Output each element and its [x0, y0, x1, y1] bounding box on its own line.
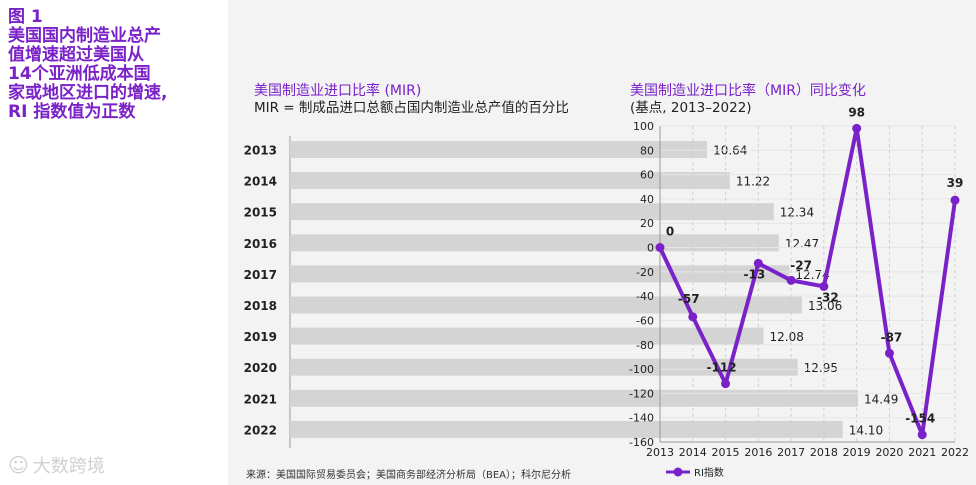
- line-y-tick-label: -80: [636, 339, 654, 352]
- line-x-tick-label: 2014: [679, 446, 707, 459]
- bar: [290, 141, 708, 158]
- line-series: [658, 126, 957, 437]
- bar-category-label: 2022: [244, 423, 277, 437]
- line-point: [917, 430, 927, 440]
- bar-category-label: 2014: [244, 175, 277, 189]
- figure-title-line-5: RI 指数值为正数: [8, 102, 136, 122]
- left-panel: [0, 0, 228, 485]
- bar-category-label: 2017: [244, 268, 277, 282]
- bar-value-label: 12.08: [770, 330, 804, 344]
- line-x-tick-label: 2020: [875, 446, 903, 459]
- source-note: 来源：美国国际贸易委员会；美国商务部经济分析局（BEA）；科尔尼分析: [246, 470, 572, 481]
- bar-chart-title: 美国制造业进口比率 (MIR): [254, 83, 422, 99]
- bar-value-label: 13.06: [808, 299, 842, 313]
- figure-title: 图 1 美国国内制造业总产 值增速超过美国从 14个亚洲低成本国 家或地区进口的…: [8, 8, 223, 122]
- line-data-label: -32: [817, 290, 839, 304]
- bar: [290, 420, 843, 438]
- line-y-tick-label: -40: [636, 290, 654, 303]
- figure-title-line-4: 家或地区进口的增速,: [8, 83, 168, 103]
- bar-category-label: 2018: [244, 299, 277, 313]
- bar-value-label: 12.34: [780, 206, 814, 220]
- line-point: [950, 195, 960, 205]
- line-y-tick-label: 40: [640, 193, 654, 206]
- line-y-tick-label: 100: [633, 120, 654, 133]
- bar: [290, 265, 790, 283]
- line-data-label: -27: [790, 258, 812, 272]
- line-data-label: -154: [905, 412, 935, 426]
- line-data-label: 98: [848, 105, 865, 119]
- line-point: [884, 348, 894, 358]
- bar-value-label: 14.10: [849, 423, 883, 437]
- line-x-tick-label: 2019: [843, 446, 871, 459]
- logo-text: 大数跨境: [32, 456, 105, 477]
- bar-category-label: 2016: [244, 237, 277, 251]
- line-x-tick-label: 2021: [908, 446, 936, 459]
- bar: [290, 172, 730, 190]
- bar-category-label: 2021: [244, 392, 277, 406]
- line-y-tick-label: -160: [629, 436, 654, 449]
- bar-category-label: 2019: [244, 330, 277, 344]
- line-point: [852, 123, 862, 133]
- line-data-label: 39: [947, 176, 964, 190]
- line-x-tick-label: 2018: [810, 446, 838, 459]
- line-data-label: -57: [678, 292, 700, 306]
- line-point: [819, 281, 829, 291]
- line-y-tick-label: -60: [636, 314, 654, 327]
- legend-marker: [673, 467, 683, 477]
- line-y-tick-label: -100: [629, 363, 654, 376]
- bar: [290, 327, 764, 345]
- line-x-tick-label: 2013: [646, 446, 674, 459]
- line-chart-title: 美国制造业进口比率（MIR）同比变化: [630, 83, 866, 99]
- line-y-tick-label: 60: [640, 169, 654, 182]
- figure-title-line-1: 美国国内制造业总产: [8, 26, 161, 46]
- line-chart-subtitle: (基点, 2013–2022): [630, 100, 752, 116]
- line-data-label: 0: [666, 225, 674, 239]
- legend-label: RI指数: [694, 466, 724, 479]
- line-y-tick-label: 80: [640, 144, 654, 157]
- line-point: [655, 243, 665, 253]
- bar: [290, 358, 798, 376]
- bar: [290, 389, 859, 407]
- bar-category-label: 2015: [244, 206, 277, 220]
- line-data-label: -87: [881, 330, 903, 344]
- line-point: [688, 312, 698, 322]
- line-point: [786, 275, 796, 285]
- line-point: [721, 379, 731, 389]
- bar-value-label: 12.95: [804, 361, 838, 375]
- line-x-tick-label: 2022: [941, 446, 969, 459]
- figure-label: 图 1: [8, 7, 43, 27]
- figure-title-line-3: 14个亚洲低成本国: [8, 64, 151, 84]
- logo-mark-icon: ☺: [8, 453, 29, 477]
- line-y-tick-label: 0: [647, 242, 654, 255]
- line-x-tick-label: 2015: [712, 446, 740, 459]
- bar-category-label: 2020: [244, 361, 277, 375]
- figure-title-line-2: 值增速超过美国从: [8, 45, 144, 65]
- line-x-tick-label: 2017: [777, 446, 805, 459]
- line-x-tick-label: 2016: [744, 446, 772, 459]
- logo: ☺ 大数跨境: [8, 452, 105, 478]
- line-y-tick-label: 20: [640, 217, 654, 230]
- bar: [290, 296, 802, 314]
- line-data-label: -13: [743, 267, 765, 281]
- line-y-tick-label: -140: [629, 412, 654, 425]
- line-y-tick-label: -20: [636, 266, 654, 279]
- bar-category-label: 2013: [244, 144, 277, 158]
- line-y-tick-label: -120: [629, 387, 654, 400]
- line-point: [753, 258, 763, 268]
- bar-value-label: 11.22: [736, 175, 770, 189]
- bar-chart-subtitle: MIR = 制成品进口总额占国内制造业总产值的百分比: [254, 100, 569, 116]
- bar: [290, 203, 774, 221]
- line-data-label: -112: [707, 361, 737, 375]
